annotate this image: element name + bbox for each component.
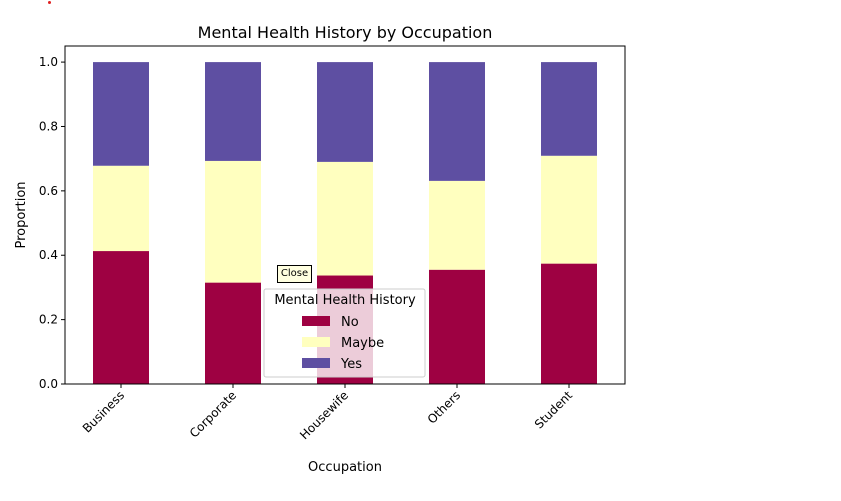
bar-student-no: [541, 263, 597, 384]
red-dot-marker: [48, 1, 51, 4]
bar-business-yes: [93, 62, 149, 166]
bar-corporate-yes: [205, 62, 261, 161]
y-tick-label: 0.2: [39, 313, 58, 327]
legend: Mental Health History No Maybe Yes: [263, 288, 426, 378]
legend-title: Mental Health History: [274, 293, 416, 308]
bars-layer: [93, 62, 597, 384]
legend-label-no: No: [341, 315, 359, 330]
y-tick-label: 0.8: [39, 119, 58, 133]
bar-student-yes: [541, 62, 597, 156]
close-button[interactable]: Close: [277, 265, 312, 283]
legend-label-yes: Yes: [340, 357, 362, 372]
legend-label-maybe: Maybe: [341, 336, 384, 351]
x-tick-label-business: Business: [80, 388, 127, 435]
bar-housewife-yes: [317, 62, 373, 162]
bar-corporate-maybe: [205, 160, 261, 283]
legend-box: [263, 288, 426, 378]
x-tick-label-others: Others: [425, 388, 463, 426]
y-tick-label: 1.0: [39, 55, 58, 69]
bar-others-maybe: [429, 180, 485, 270]
bar-housewife-maybe: [317, 161, 373, 276]
bar-others-yes: [429, 62, 485, 181]
legend-swatch-no: [302, 316, 330, 326]
x-axis-title: Occupation: [308, 460, 382, 475]
y-tick-label: 0.4: [39, 248, 58, 262]
x-tick-label-housewife: Housewife: [297, 388, 351, 442]
chart-title: Mental Health History by Occupation: [198, 23, 493, 42]
bar-corporate-no: [205, 282, 261, 384]
bar-student-maybe: [541, 155, 597, 264]
bar-others-no: [429, 269, 485, 384]
y-axis: 0.0 0.2 0.4 0.6 0.8 1.0: [39, 55, 65, 391]
bar-business-maybe: [93, 165, 149, 252]
bar-business-no: [93, 251, 149, 384]
y-tick-label: 0.6: [39, 184, 58, 198]
x-tick-label-corporate: Corporate: [187, 388, 239, 440]
x-tick-label-student: Student: [532, 388, 576, 432]
y-axis-title: Proportion: [14, 181, 29, 248]
y-tick-label: 0.0: [39, 377, 58, 391]
x-axis: Business Corporate Housewife Others Student: [80, 384, 576, 442]
legend-swatch-maybe: [302, 337, 330, 347]
legend-swatch-yes: [302, 358, 330, 368]
